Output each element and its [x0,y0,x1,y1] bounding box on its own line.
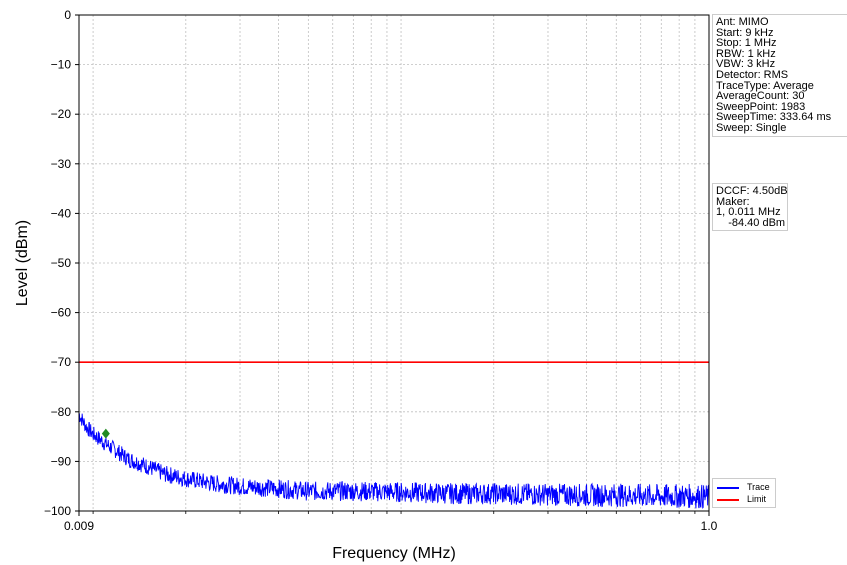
settings-info-line: AverageCount: 30 [716,90,805,103]
settings-info-line: Ant: MIMO [716,16,769,28]
settings-info-line: SweepPoint: 1983 [716,100,806,113]
settings-info-line: Stop: 1 MHz [716,37,777,50]
series-layer [78,361,710,509]
settings-info-line: TraceType: Average [716,79,814,92]
settings-info-line: SweepTime: 333.64 ms [716,111,832,124]
settings-info-line: Sweep: Single [716,121,787,134]
settings-info-line: Detector: RMS [716,68,789,81]
marker-point [101,428,110,439]
marker-info-line: -84.40 dBm [716,216,786,229]
series-line-trace [78,413,710,509]
marker-info-box: DCCF: 4.50dB Maker: 1, 0.011 MHz -84.40 dB… [712,183,788,232]
y-tick-label: −70 [51,355,72,369]
y-axis-title: Level (dBm) [14,220,31,306]
y-tick-label: −30 [51,157,72,171]
y-tick-label: 0 [64,8,71,22]
settings-info-line: Start: 9 kHz [716,26,774,39]
legend-label-limit: Limit [747,494,767,504]
y-tick-label: −20 [51,107,72,121]
marker-info-line: DCCF: 4.50dB [716,185,788,197]
y-tick-label: −50 [51,256,72,270]
settings-info-line: VBW: 3 kHz [716,58,776,71]
legend-swatch-trace [717,487,739,489]
y-tick-label: −90 [51,454,72,468]
x-axis-title: Frequency (MHz) [332,545,456,562]
y-tick-label: −100 [44,504,71,518]
plot-area [79,15,709,511]
y-tick-label: −80 [51,405,72,419]
marker-info-line: Maker: [716,195,750,208]
y-tick-label: −40 [51,206,72,220]
settings-info-box: Ant: MIMO Start: 9 kHz Stop: 1 MHz RBW: 1 k… [712,14,847,137]
legend: Trace Limit [712,478,776,508]
settings-info-line: RBW: 1 kHz [716,47,776,60]
x-tick-label: 1.0 [701,519,718,533]
x-tick-label: 0.009 [64,519,94,533]
legend-label-trace: Trace [747,482,770,492]
marker-info-line: 1, 0.011 MHz [716,206,781,219]
legend-swatch-limit [717,499,739,501]
y-tick-label: −10 [51,58,72,72]
y-tick-label: −60 [51,306,72,320]
